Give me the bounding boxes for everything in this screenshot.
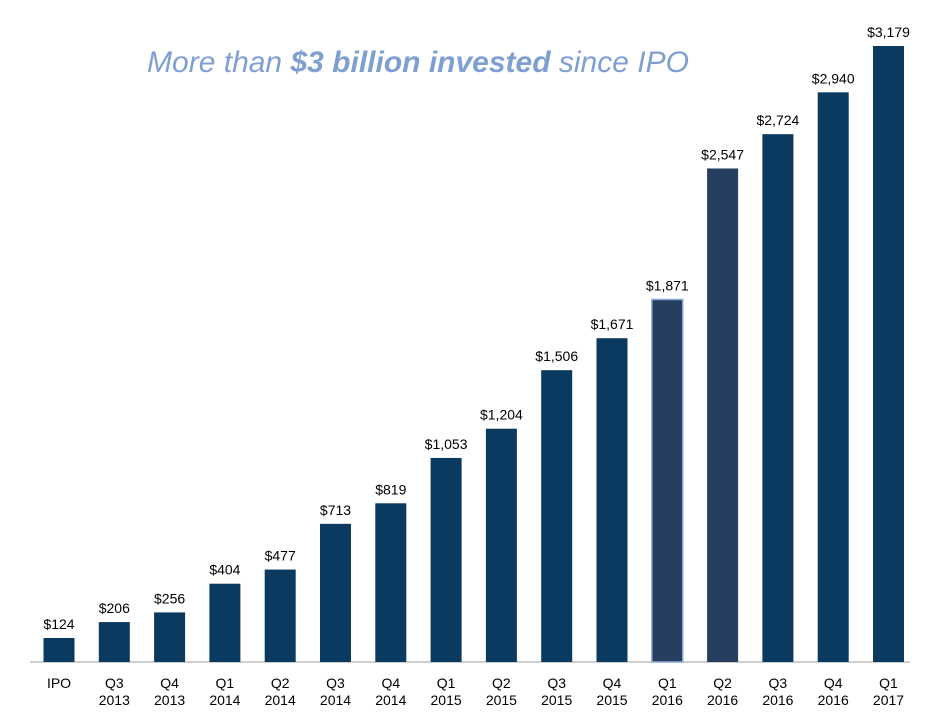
bar (209, 583, 241, 662)
value-label: $206 (99, 600, 130, 616)
value-label: $1,204 (480, 407, 523, 423)
title-part: More than (147, 46, 282, 79)
value-label: $404 (209, 562, 240, 578)
value-label: $256 (154, 590, 185, 606)
x-tick-label: IPO (47, 675, 71, 691)
bar (430, 457, 462, 662)
bar (264, 569, 296, 662)
bar (98, 622, 130, 662)
x-tick-label: Q1 2014 (209, 675, 240, 708)
bar (651, 298, 684, 663)
value-label: $2,547 (701, 146, 744, 162)
value-label: $1,506 (535, 348, 578, 364)
bar (43, 637, 75, 662)
x-tick-label: Q4 2014 (375, 675, 406, 708)
x-tick-label: Q2 2016 (707, 675, 738, 708)
x-tick-label: Q3 2016 (762, 675, 793, 708)
x-tick-label: Q3 2014 (320, 675, 351, 708)
value-label: $819 (375, 481, 406, 497)
value-label: $2,724 (756, 112, 799, 128)
x-tick-label: Q2 2015 (486, 675, 517, 708)
bar (320, 523, 351, 662)
x-tick-label: Q1 2017 (873, 675, 904, 708)
x-tick-label: Q4 2015 (596, 675, 627, 708)
x-tick-label: Q4 2016 (818, 675, 849, 708)
x-tick-label: Q3 2015 (541, 675, 572, 708)
value-label: $1,871 (646, 277, 689, 293)
bar (762, 134, 794, 663)
bar (817, 92, 849, 663)
bar (873, 46, 904, 662)
value-label: $124 (43, 616, 74, 632)
bar (596, 338, 628, 662)
x-tick-label: Q3 2013 (99, 675, 130, 708)
title-part: since IPO (559, 46, 689, 79)
title-part: $3 billion invested (289, 46, 551, 79)
value-label: $713 (320, 502, 351, 518)
bar (707, 168, 739, 662)
x-tick-label: Q2 2014 (265, 675, 296, 708)
value-label: $2,940 (812, 70, 855, 86)
value-label: $1,053 (425, 436, 468, 452)
value-label: $477 (265, 548, 296, 564)
x-tick-label: Q4 2013 (154, 675, 185, 708)
bar (154, 612, 186, 662)
value-label: $3,179 (867, 24, 910, 40)
x-tick-label: Q1 2016 (652, 675, 683, 708)
bar (375, 503, 407, 662)
chart-title: More than $3 billion invested since IPO (147, 46, 689, 79)
bar (541, 370, 573, 662)
bar (485, 428, 517, 662)
x-tick-label: Q1 2015 (431, 675, 462, 708)
value-label: $1,671 (591, 316, 634, 332)
